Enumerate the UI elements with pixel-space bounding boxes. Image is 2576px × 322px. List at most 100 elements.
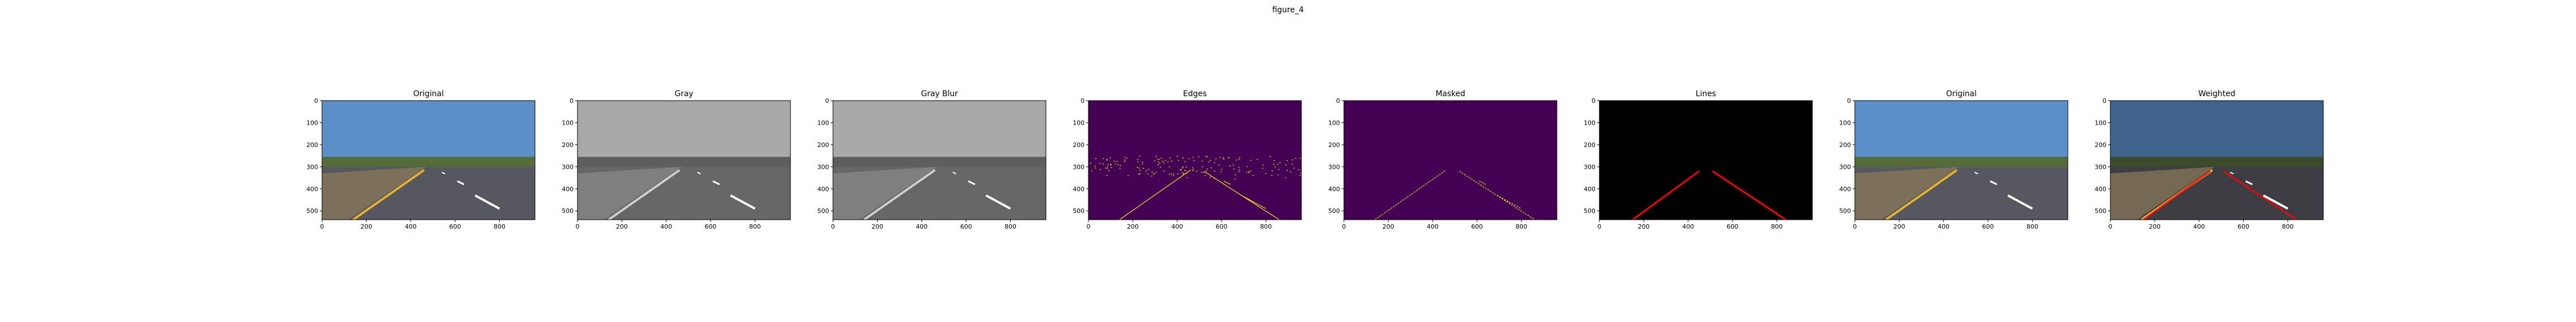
x-tick-label: 800 <box>1260 223 1272 230</box>
x-tick-label: 200 <box>2149 223 2161 230</box>
x-tick-label: 600 <box>705 223 717 230</box>
y-tick-label: 500 <box>2095 207 2106 215</box>
panel-image <box>2110 100 2324 220</box>
x-tick-label: 0 <box>576 223 580 230</box>
y-tick-label: 400 <box>1584 186 1595 193</box>
y-tick-label: 500 <box>1073 207 1085 215</box>
y-tick-label: 0 <box>2103 97 2106 105</box>
panel-title: Masked <box>1436 89 1465 98</box>
x-tick-label: 400 <box>2193 223 2205 230</box>
y-tick-label: 100 <box>562 119 574 126</box>
y-tick-label: 300 <box>562 163 574 171</box>
panel-title: Gray <box>675 89 693 98</box>
x-tick-label: 600 <box>1727 223 1739 230</box>
y-tick-label: 300 <box>1328 163 1340 171</box>
x-tick-label: 0 <box>320 223 324 230</box>
panel-title: Gray Blur <box>921 89 958 98</box>
panel-image <box>1854 100 2068 220</box>
y-tick-label: 100 <box>1073 119 1085 126</box>
panel-3-grayblur: Gray Blur 0 200 400 600 800 0 100 200 300 400 500 <box>817 89 1046 230</box>
x-tick-label: 800 <box>1771 223 1783 230</box>
y-tick-label: 300 <box>1073 163 1085 171</box>
y-tick-label: 400 <box>1073 186 1085 193</box>
y-tick-label: 400 <box>562 186 574 193</box>
x-tick-label: 800 <box>2026 223 2038 230</box>
x-tick-label: 0 <box>1853 223 1857 230</box>
y-tick-label: 100 <box>1839 119 1851 126</box>
panel-7-original: Original 0 200 400 600 800 0 100 200 300 400 500 <box>1839 89 2068 230</box>
y-tick-label: 200 <box>306 141 318 149</box>
x-tick-label: 0 <box>1598 223 1602 230</box>
x-tick-label: 400 <box>1427 223 1438 230</box>
x-tick-label: 200 <box>872 223 883 230</box>
y-tick-label: 0 <box>1081 97 1085 105</box>
y-tick-label: 200 <box>562 141 574 149</box>
y-tick-label: 0 <box>1336 97 1340 105</box>
y-tick-label: 200 <box>1839 141 1851 149</box>
window-title: figure_4 <box>1272 6 1304 15</box>
y-tick-label: 500 <box>1839 207 1851 215</box>
panel-image <box>832 100 1046 220</box>
panel-image <box>1599 100 1813 220</box>
y-tick-label: 500 <box>306 207 318 215</box>
x-tick-label: 200 <box>1127 223 1139 230</box>
panel-image <box>321 100 536 220</box>
y-tick-label: 500 <box>817 207 829 215</box>
y-tick-label: 300 <box>2095 163 2106 171</box>
x-tick-label: 800 <box>749 223 761 230</box>
panel-2-gray: Gray 0 200 400 600 800 0 100 200 300 400 500 <box>562 89 791 230</box>
y-tick-label: 0 <box>1847 97 1851 105</box>
y-tick-label: 400 <box>1328 186 1340 193</box>
y-tick-label: 500 <box>562 207 574 215</box>
x-tick-label: 400 <box>660 223 672 230</box>
y-tick-label: 200 <box>1584 141 1595 149</box>
x-tick-label: 800 <box>2282 223 2294 230</box>
x-tick-label: 200 <box>1638 223 1650 230</box>
y-tick-label: 100 <box>1584 119 1595 126</box>
x-tick-label: 600 <box>1982 223 1994 230</box>
y-tick-label: 200 <box>817 141 829 149</box>
y-tick-label: 500 <box>1328 207 1340 215</box>
y-tick-label: 500 <box>1584 207 1595 215</box>
x-tick-label: 200 <box>1893 223 1905 230</box>
panel-8-weighted: Weighted 0 200 400 600 800 0 100 200 300 400 500 <box>2095 89 2324 230</box>
x-tick-label: 800 <box>1516 223 1527 230</box>
x-tick-label: 600 <box>1471 223 1483 230</box>
y-tick-label: 200 <box>2095 141 2106 149</box>
y-tick-label: 400 <box>2095 186 2106 193</box>
y-tick-label: 200 <box>1073 141 1085 149</box>
panel-title: Edges <box>1183 89 1207 98</box>
x-tick-label: 600 <box>2238 223 2250 230</box>
x-tick-label: 200 <box>616 223 628 230</box>
x-tick-label: 400 <box>916 223 927 230</box>
y-tick-label: 100 <box>306 119 318 126</box>
y-tick-label: 0 <box>570 97 574 105</box>
x-tick-label: 200 <box>1382 223 1394 230</box>
x-tick-label: 800 <box>494 223 505 230</box>
x-tick-label: 200 <box>361 223 372 230</box>
y-tick-label: 300 <box>306 163 318 171</box>
x-tick-label: 400 <box>1938 223 1949 230</box>
x-tick-label: 600 <box>449 223 461 230</box>
panel-4-edges: Edges 0 200 400 600 800 0 100 200 300 400 500 <box>1073 89 1302 230</box>
x-tick-label: 0 <box>831 223 835 230</box>
panel-image <box>1343 100 1557 220</box>
x-tick-label: 400 <box>405 223 416 230</box>
y-tick-label: 100 <box>2095 119 2106 126</box>
panel-5-masked: Masked 0 200 400 600 800 0 100 200 300 400 500 <box>1328 89 1557 230</box>
y-tick-label: 200 <box>1328 141 1340 149</box>
y-tick-label: 300 <box>1584 163 1595 171</box>
y-tick-label: 0 <box>314 97 318 105</box>
y-tick-label: 400 <box>1839 186 1851 193</box>
x-tick-label: 800 <box>1005 223 1016 230</box>
panel-image <box>1088 100 1302 220</box>
panel-6-lines: Lines 0 200 400 600 800 0 100 200 300 400 500 <box>1584 89 1813 230</box>
y-tick-label: 300 <box>1839 163 1851 171</box>
y-tick-label: 100 <box>817 119 829 126</box>
y-tick-label: 100 <box>1328 119 1340 126</box>
x-tick-label: 0 <box>1342 223 1346 230</box>
x-tick-label: 600 <box>1216 223 1228 230</box>
y-tick-label: 0 <box>1592 97 1595 105</box>
y-tick-label: 0 <box>825 97 829 105</box>
